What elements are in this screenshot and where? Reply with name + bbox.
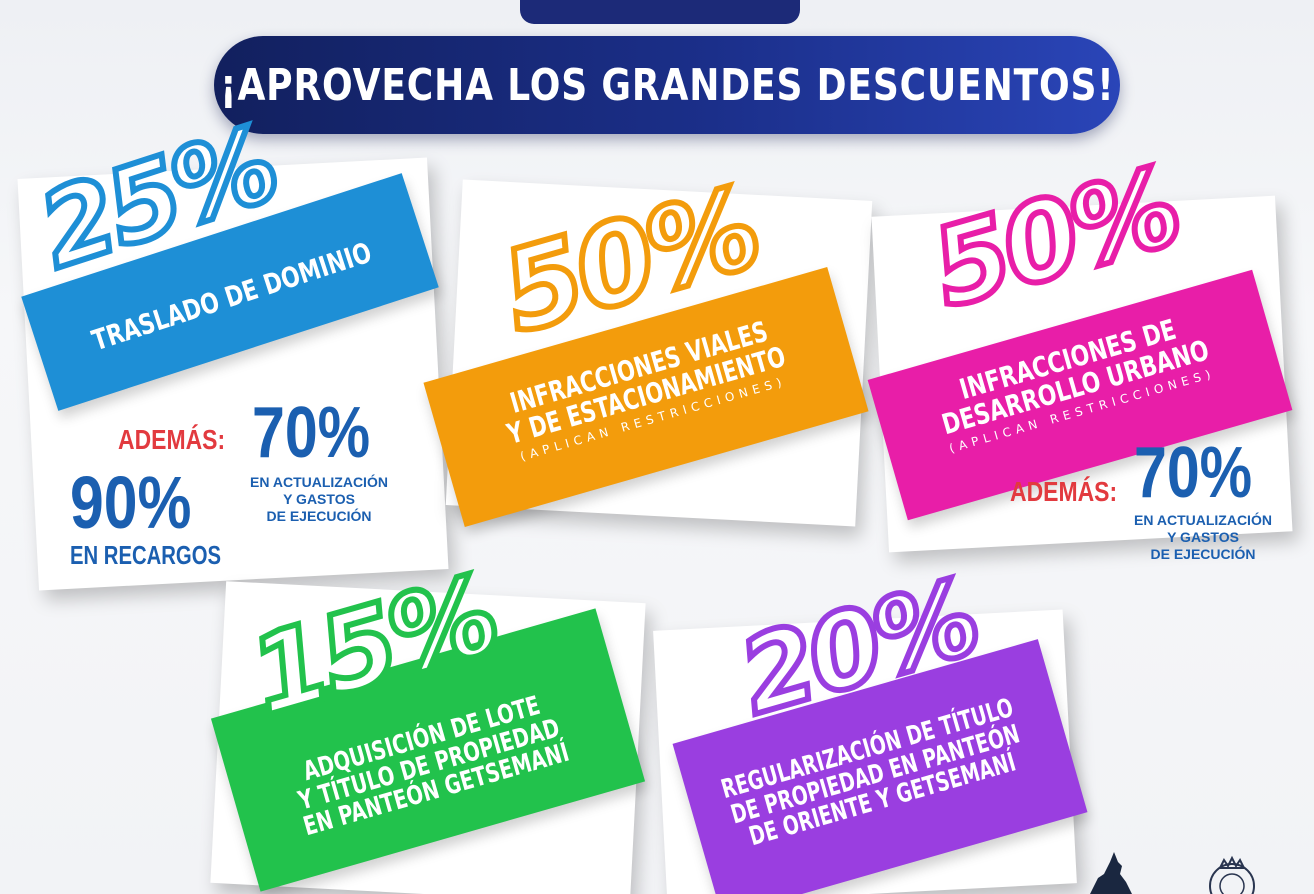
- pct-70-a-text: EN ACTUALIZACIÓN Y GASTOS DE EJECUCIÓN: [244, 474, 394, 524]
- percent-70-a: 70%: [252, 393, 371, 473]
- headline-text: ¡APROVECHA LOS GRANDES DESCUENTOS!: [219, 59, 1115, 111]
- municipal-seal-icon: [1209, 855, 1255, 894]
- headline-banner: ¡APROVECHA LOS GRANDES DESCUENTOS!: [214, 36, 1120, 134]
- ademas-label-2: ADEMÁS:: [1010, 476, 1118, 507]
- wolf-logo-icon: [1090, 852, 1132, 894]
- pct-70-b-text-line-3: DE EJECUCIÓN: [1150, 545, 1256, 562]
- pct-90-text: EN RECARGOS: [70, 540, 221, 570]
- percent-70-b: 70%: [1134, 433, 1253, 513]
- top-banner-tab: [520, 0, 800, 24]
- pct-70-a-text-line-3: DE EJECUCIÓN: [266, 507, 372, 524]
- percent-90: 90%: [70, 461, 192, 544]
- pct-70-b-text: EN ACTUALIZACIÓN Y GASTOS DE EJECUCIÓN: [1128, 512, 1278, 562]
- pct-70-a-text-line-1: EN ACTUALIZACIÓN: [250, 474, 388, 490]
- pct-70-b-text-line-2: Y GASTOS: [1167, 528, 1239, 545]
- ademas-label-1: ADEMÁS:: [118, 424, 226, 455]
- pct-70-a-text-line-2: Y GASTOS: [283, 490, 355, 507]
- pct-70-b-text-line-1: EN ACTUALIZACIÓN: [1134, 512, 1272, 528]
